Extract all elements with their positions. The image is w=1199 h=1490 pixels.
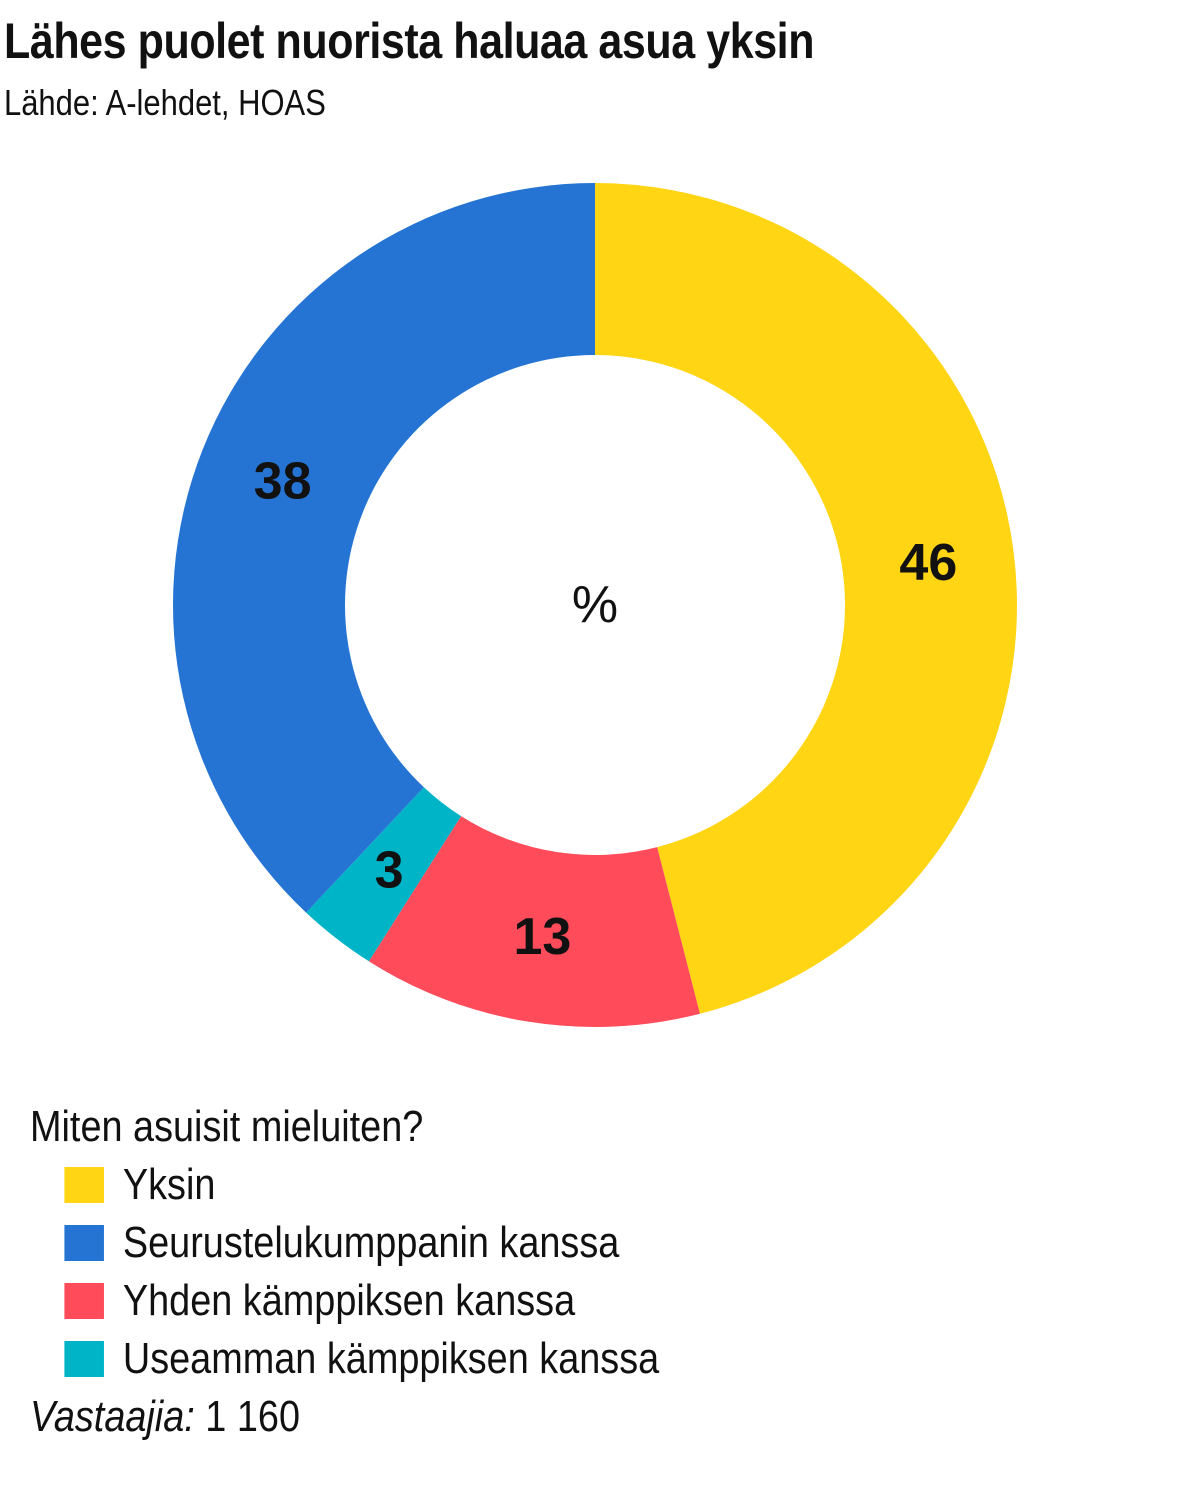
- slice-seurustelukumppanin-kanssa: [173, 183, 595, 913]
- center-unit-label: %: [572, 576, 618, 634]
- respondents-label: Vastaajia:: [30, 1392, 195, 1441]
- legend-item-yksin: Yksin: [30, 1156, 659, 1214]
- legend-swatch-yksin: [64, 1167, 104, 1203]
- legend-label-yksin: Yksin: [122, 1160, 216, 1209]
- chart-source: Lähde: A-lehdet, HOAS: [4, 82, 326, 123]
- legend-item-seurustelukumppani: Seurustelukumppanin kanssa: [30, 1214, 659, 1272]
- legend-label-seurustelukumppani: Seurustelukumppanin kanssa: [122, 1218, 620, 1267]
- legend-swatch-yksi-kamppis: [64, 1283, 104, 1319]
- slice-yksin: [595, 183, 1017, 1014]
- slice-value-yksin: 46: [899, 534, 957, 592]
- legend-label-yksi-kamppis: Yhden kämppiksen kanssa: [122, 1276, 576, 1325]
- slice-value-seurustelukumppanin-kanssa: 38: [254, 452, 312, 510]
- slice-value-yhden-kamppiksen-kanssa: 13: [514, 908, 572, 966]
- slice-useamman-kamppiksen-kanssa: [306, 787, 462, 962]
- slice-yhden-kamppiksen-kanssa: [368, 816, 700, 1027]
- slice-value-useamman-kamppiksen-kanssa: 3: [375, 841, 404, 899]
- legend-swatch-useampi-kamppis: [64, 1341, 104, 1377]
- legend-label-useampi-kamppis: Useamman kämppiksen kanssa: [122, 1334, 660, 1383]
- chart-title: Lähes puolet nuorista haluaa asua yksin: [4, 13, 815, 69]
- respondents-value: 1 160: [205, 1392, 300, 1441]
- legend-item-useampi-kamppis: Useamman kämppiksen kanssa: [30, 1330, 659, 1388]
- legend-swatch-seurustelukumppani: [64, 1225, 104, 1261]
- donut-chart: 46 13 3 38%: [173, 183, 1017, 1027]
- legend-title: Miten asuisit mieluiten?: [30, 1102, 424, 1151]
- legend: Miten asuisit mieluiten? Yksin Seurustel…: [30, 1098, 659, 1446]
- legend-item-yksi-kamppis: Yhden kämppiksen kanssa: [30, 1272, 659, 1330]
- respondents-note: Vastaajia: 1 160: [30, 1388, 659, 1446]
